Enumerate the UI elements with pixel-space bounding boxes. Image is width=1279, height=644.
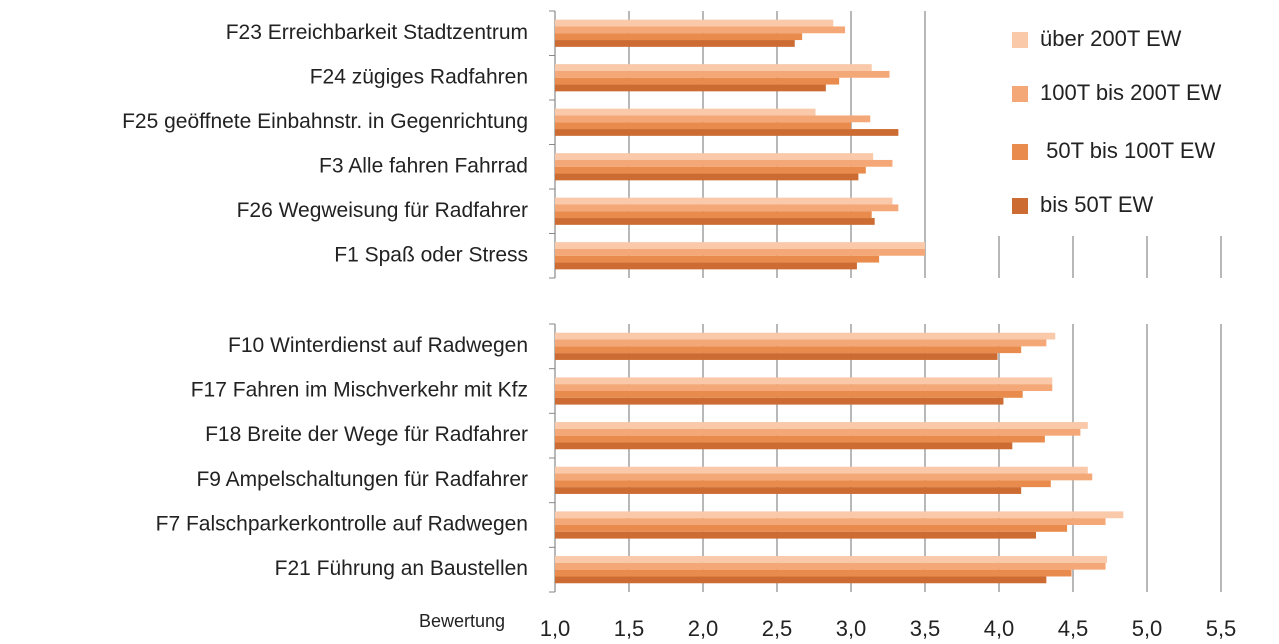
- legend-label: bis 50T EW: [1040, 192, 1154, 217]
- bar: [555, 569, 1072, 577]
- bar: [555, 40, 795, 47]
- x-tick-label: 1,5: [614, 616, 645, 641]
- bar: [555, 248, 925, 256]
- bar: [555, 70, 890, 78]
- bar: [555, 204, 899, 212]
- legend-box: [985, 11, 1279, 236]
- bar: [555, 218, 875, 225]
- legend-swatch: [1012, 32, 1028, 48]
- category-label: F23 Erreichbarkeit Stadtzentrum: [226, 21, 528, 44]
- bar: [555, 84, 826, 92]
- bar: [555, 397, 1004, 405]
- legend-label: über 200T EW: [1040, 26, 1182, 51]
- bar: [555, 576, 1047, 584]
- bar: [555, 108, 816, 116]
- bar: [555, 562, 1106, 570]
- x-tick-label: 5,5: [1206, 616, 1237, 641]
- bar: [555, 473, 1093, 481]
- legend-label: 100T bis 200T EW: [1040, 80, 1222, 105]
- bar: [555, 346, 1022, 354]
- bar: [555, 428, 1081, 436]
- bar: [555, 64, 872, 71]
- category-label: F9 Ampelschaltungen für Radfahrer: [196, 468, 528, 491]
- category-label: F18 Breite der Wege für Radfahrer: [205, 423, 528, 446]
- category-label: F3 Alle fahren Fahrrad: [319, 154, 528, 177]
- bar: [555, 26, 846, 34]
- bar: [555, 435, 1045, 443]
- bar: [555, 339, 1047, 347]
- category-label: F25 geöffnete Einbahnstr. in Gegenrichtu…: [122, 110, 528, 133]
- bar: [555, 480, 1051, 488]
- bar: [555, 556, 1108, 563]
- bar: [555, 211, 872, 219]
- bar: [555, 525, 1068, 532]
- x-tick-label: 5,0: [1132, 616, 1163, 641]
- x-axis-label: Bewertung: [419, 611, 505, 631]
- category-label: F10 Winterdienst auf Radwegen: [228, 334, 528, 357]
- bar: [555, 518, 1106, 525]
- bar: [555, 422, 1088, 429]
- bar: [555, 173, 859, 181]
- category-label: F17 Fahren im Mischverkehr mit Kfz: [191, 379, 528, 402]
- bar: [555, 332, 1056, 340]
- bar: [555, 531, 1036, 539]
- bar: [555, 262, 857, 270]
- bar: [555, 122, 851, 130]
- legend-swatch: [1012, 198, 1028, 214]
- bar: [555, 384, 1053, 391]
- bar: [555, 129, 899, 136]
- legend-swatch: [1012, 144, 1028, 160]
- x-tick-label: 3,5: [910, 616, 941, 641]
- x-tick-label: 4,0: [984, 616, 1015, 641]
- legend-label: 50T bis 100T EW: [1040, 138, 1216, 163]
- category-label: F21 Führung an Baustellen: [275, 557, 528, 580]
- bar: [555, 466, 1088, 474]
- bar: [555, 353, 998, 360]
- bar: [555, 255, 880, 263]
- bar: [555, 159, 893, 167]
- bar: [555, 77, 840, 85]
- x-tick-label: 2,5: [762, 616, 793, 641]
- bar: [555, 442, 1013, 450]
- category-label: F24 zügiges Radfahren: [310, 65, 528, 88]
- bar: [555, 511, 1124, 519]
- category-label: F26 Wegweisung für Radfahrer: [237, 199, 528, 222]
- bar: [555, 391, 1023, 398]
- x-tick-label: 2,0: [688, 616, 719, 641]
- legend-swatch: [1012, 86, 1028, 102]
- bar: [555, 19, 834, 27]
- bar: [555, 166, 866, 174]
- bar: [555, 153, 874, 160]
- x-tick-label: 3,0: [836, 616, 867, 641]
- bar: [555, 33, 803, 41]
- category-label: F7 Falschparkerkontrolle auf Radwegen: [156, 513, 528, 536]
- bar: [555, 377, 1053, 385]
- bar: [555, 197, 893, 205]
- bar: [555, 115, 871, 123]
- x-tick-label: 1,0: [540, 616, 571, 641]
- category-label: F1 Spaß oder Stress: [334, 243, 528, 266]
- bar: [555, 242, 925, 249]
- x-tick-label: 4,5: [1058, 616, 1089, 641]
- bar: [555, 487, 1022, 494]
